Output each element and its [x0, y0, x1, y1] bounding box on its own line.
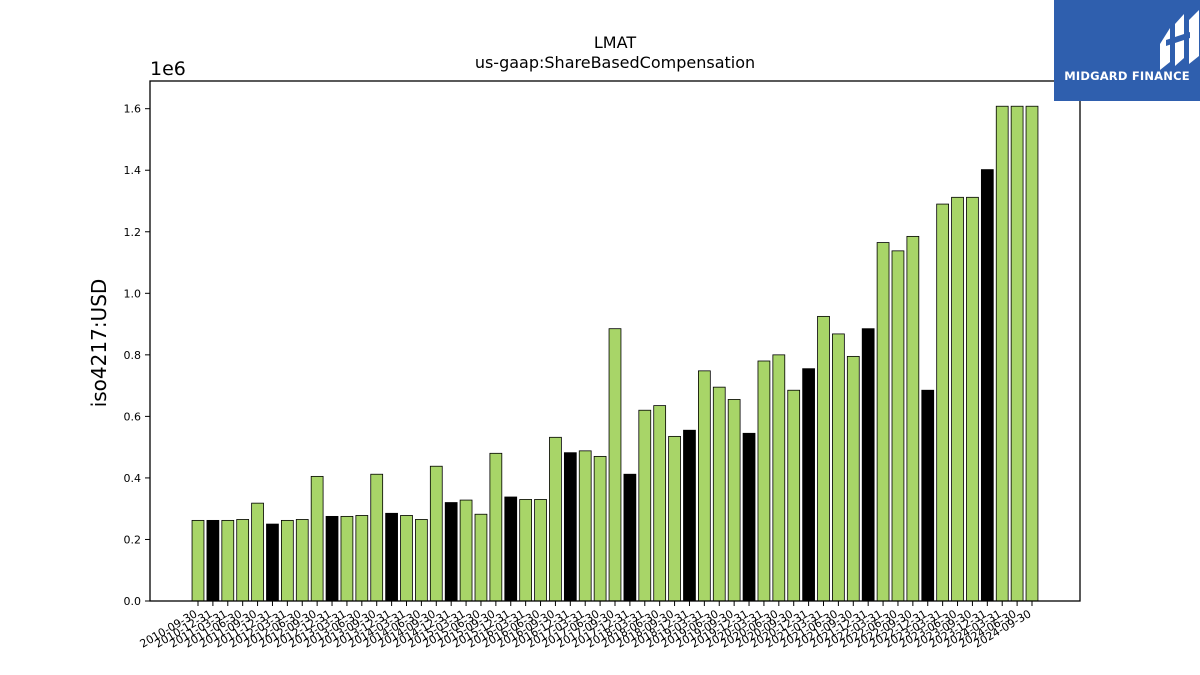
bar — [340, 515, 354, 602]
bar — [266, 523, 279, 602]
bar — [593, 455, 607, 602]
bar — [429, 465, 443, 602]
bar — [519, 499, 533, 602]
bar — [608, 328, 622, 602]
bar — [504, 496, 518, 602]
brand-logo: MIDGARD FINANCE — [1054, 0, 1200, 101]
bar — [936, 203, 950, 602]
bar — [236, 519, 250, 602]
bar — [861, 328, 875, 602]
bar — [280, 519, 294, 602]
y-tick-label: 0.2 — [124, 533, 142, 546]
y-tick-label: 0.6 — [124, 410, 142, 423]
bar — [578, 450, 592, 602]
bar — [712, 386, 726, 602]
bar — [772, 354, 786, 602]
bar — [876, 242, 890, 602]
bar — [846, 355, 860, 602]
bar — [221, 519, 235, 602]
bar — [832, 333, 845, 602]
midgard-logo-icon — [1160, 10, 1199, 70]
bar — [355, 515, 369, 602]
bar — [653, 405, 667, 602]
bar — [921, 389, 935, 602]
bar — [534, 499, 547, 602]
y-axis: 0.0 0.2 0.4 0.6 0.8 1.0 1.2 1.4 1.6 — [124, 103, 150, 608]
bar — [742, 432, 756, 602]
bar — [310, 475, 324, 602]
y-offset-label: 1e6 — [150, 58, 186, 80]
bar — [787, 389, 801, 602]
bar — [980, 169, 994, 602]
x-axis: 2010-09-302010-12-312011-03-312011-06-30… — [138, 601, 1034, 651]
bar — [698, 370, 711, 602]
bar — [757, 360, 771, 602]
bar — [325, 515, 339, 602]
y-tick-label: 1.0 — [124, 287, 142, 300]
bar — [400, 515, 413, 602]
bars — [191, 105, 1039, 602]
bar — [489, 452, 503, 602]
bar — [1025, 105, 1039, 602]
bar — [906, 235, 920, 602]
bar — [415, 519, 428, 602]
bar — [206, 519, 220, 602]
y-tick-label: 1.2 — [124, 226, 142, 239]
bar — [474, 513, 488, 602]
bar — [251, 502, 264, 602]
plot-frame — [149, 80, 1081, 602]
bar — [802, 368, 815, 602]
bar — [951, 196, 964, 602]
y-axis-label: iso4217:USD — [87, 279, 111, 408]
bar — [891, 250, 905, 602]
y-tick-label: 0.8 — [124, 349, 142, 362]
bar — [668, 435, 681, 602]
y-tick-label: 1.6 — [124, 103, 142, 116]
bar — [817, 315, 830, 602]
bar — [370, 473, 384, 602]
bar — [683, 429, 696, 602]
chart-subtitle: us-gaap:ShareBasedCompensation — [475, 53, 755, 72]
bar — [385, 512, 398, 602]
y-tick-label: 0.0 — [124, 595, 142, 608]
bar — [459, 499, 473, 602]
bar — [191, 519, 205, 602]
bar — [966, 196, 979, 602]
y-tick-label: 0.4 — [124, 472, 142, 485]
bar — [444, 502, 458, 602]
bar — [549, 436, 562, 602]
bar — [1010, 105, 1024, 602]
y-tick-label: 1.4 — [124, 164, 142, 177]
bar — [638, 409, 652, 602]
bar — [995, 105, 1009, 602]
bar — [295, 519, 309, 602]
bar — [727, 399, 741, 602]
bar — [623, 473, 637, 602]
chart-title: LMAT — [594, 33, 636, 52]
brand-name: MIDGARD FINANCE — [1064, 69, 1190, 83]
bar — [563, 452, 577, 602]
